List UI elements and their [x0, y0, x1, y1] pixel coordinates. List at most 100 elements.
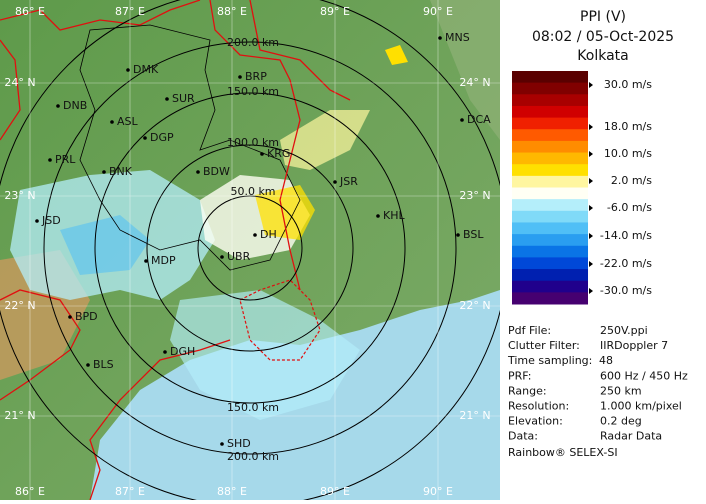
echo — [60, 215, 150, 275]
info-label: Range: — [508, 384, 547, 397]
city-marker — [144, 259, 148, 263]
longitude-label: 89° E — [320, 5, 350, 18]
colorbar-band — [512, 245, 588, 258]
longitude-label: 88° E — [217, 5, 247, 18]
info-value: 600 Hz / 450 Hz — [600, 369, 688, 382]
colorbar-band — [512, 105, 588, 119]
legend-label: 2.0 m/s — [611, 174, 652, 187]
latitude-label: 21° N — [459, 409, 490, 422]
city-marker — [126, 68, 130, 72]
longitude-label: 90° E — [423, 485, 453, 498]
map — [0, 0, 500, 500]
city-marker — [333, 180, 337, 184]
legend-tick — [589, 288, 593, 294]
colorbar-band — [512, 164, 588, 177]
longitude-label: 87° E — [115, 485, 145, 498]
info-value: 1.000 km/pixel — [600, 400, 682, 413]
timestamp: 08:02 / 05-Oct-2025 — [532, 29, 674, 45]
longitude-label: 87° E — [115, 5, 145, 18]
info-value: 48 — [599, 354, 613, 367]
range-rings — [0, 0, 500, 500]
legend-label: -30.0 m/s — [600, 284, 652, 297]
longitude-label: 86° E — [15, 485, 45, 498]
range-label: 150.0 km — [227, 85, 279, 98]
latitude-label: 23° N — [459, 189, 490, 202]
city-marker — [196, 170, 200, 174]
city-label: KHL — [383, 209, 405, 222]
colorbar-band — [512, 82, 588, 95]
colorbar-band — [512, 269, 588, 282]
city-label: BPD — [75, 310, 98, 323]
city-label: KRG — [267, 147, 290, 160]
city-marker — [56, 104, 60, 108]
info-label: Data: — [508, 430, 538, 443]
city-label: DGP — [150, 131, 174, 144]
colorbar-band — [512, 175, 588, 188]
legend-tick — [589, 178, 593, 184]
echo — [255, 185, 315, 240]
city-label: SUR — [172, 92, 195, 105]
info-value: Radar Data — [600, 430, 662, 443]
echo — [280, 110, 370, 170]
city-label: BDW — [203, 165, 230, 178]
city-label: BSL — [463, 228, 484, 241]
latitude-label: 22° N — [459, 299, 490, 312]
city-label: MNS — [445, 31, 470, 44]
city-label: PRL — [55, 153, 76, 166]
colorbar-band — [512, 94, 588, 107]
city-label: DMK — [133, 63, 159, 76]
range-label: 200.0 km — [227, 36, 279, 49]
range-label: 200.0 km — [227, 450, 279, 463]
legend-label: 18.0 m/s — [604, 120, 652, 133]
city-label: DNB — [63, 99, 87, 112]
terrain-hills — [430, 0, 500, 140]
longitude-label: 88° E — [217, 485, 247, 498]
legend-tick — [589, 233, 593, 239]
info-label: Time sampling: — [507, 354, 592, 367]
legend-tick — [589, 261, 593, 267]
info-label: Pdf File: — [508, 324, 551, 337]
footer: Rainbow® SELEX-SI — [508, 446, 618, 459]
city-marker — [253, 233, 257, 237]
legend-tick — [589, 82, 593, 88]
range-label: 100.0 km — [227, 136, 279, 149]
info-label: Resolution: — [508, 400, 569, 413]
latitude-label: 24° N — [4, 76, 35, 89]
city-marker — [102, 170, 106, 174]
range-label: 50.0 km — [230, 185, 275, 198]
colorbar-band — [512, 129, 588, 142]
info-value: 250V.ppi — [600, 324, 648, 337]
city-label: JSD — [41, 214, 61, 227]
colorbar-band — [512, 292, 588, 305]
colorbar-band — [512, 117, 588, 130]
latitude-label: 21° N — [4, 409, 35, 422]
colorbar-band — [512, 71, 588, 84]
city-label: SHD — [227, 437, 251, 450]
city-marker — [68, 315, 72, 319]
legend-tick — [589, 124, 593, 130]
legend-label: -6.0 m/s — [607, 201, 652, 214]
city-marker — [456, 233, 460, 237]
echo — [385, 45, 408, 65]
colorbar-band — [512, 257, 588, 270]
longitude-label: 90° E — [423, 5, 453, 18]
city-label: ASL — [117, 115, 139, 128]
colorbar-band — [512, 140, 588, 154]
colorbar-band — [512, 234, 588, 247]
district-border — [79, 24, 301, 271]
city-marker — [238, 75, 242, 79]
latitude-label: 24° N — [459, 76, 490, 89]
legend-label: 30.0 m/s — [604, 78, 652, 91]
city-marker — [163, 350, 167, 354]
city-marker — [143, 136, 147, 140]
city-label: BNK — [109, 165, 133, 178]
city-label: UBR — [227, 250, 251, 263]
city-marker — [260, 152, 264, 156]
city-label: BRP — [245, 70, 267, 83]
info-value: 250 km — [600, 384, 642, 397]
city-marker — [220, 442, 224, 446]
graticule — [0, 0, 500, 500]
legend-label: -22.0 m/s — [600, 257, 652, 270]
